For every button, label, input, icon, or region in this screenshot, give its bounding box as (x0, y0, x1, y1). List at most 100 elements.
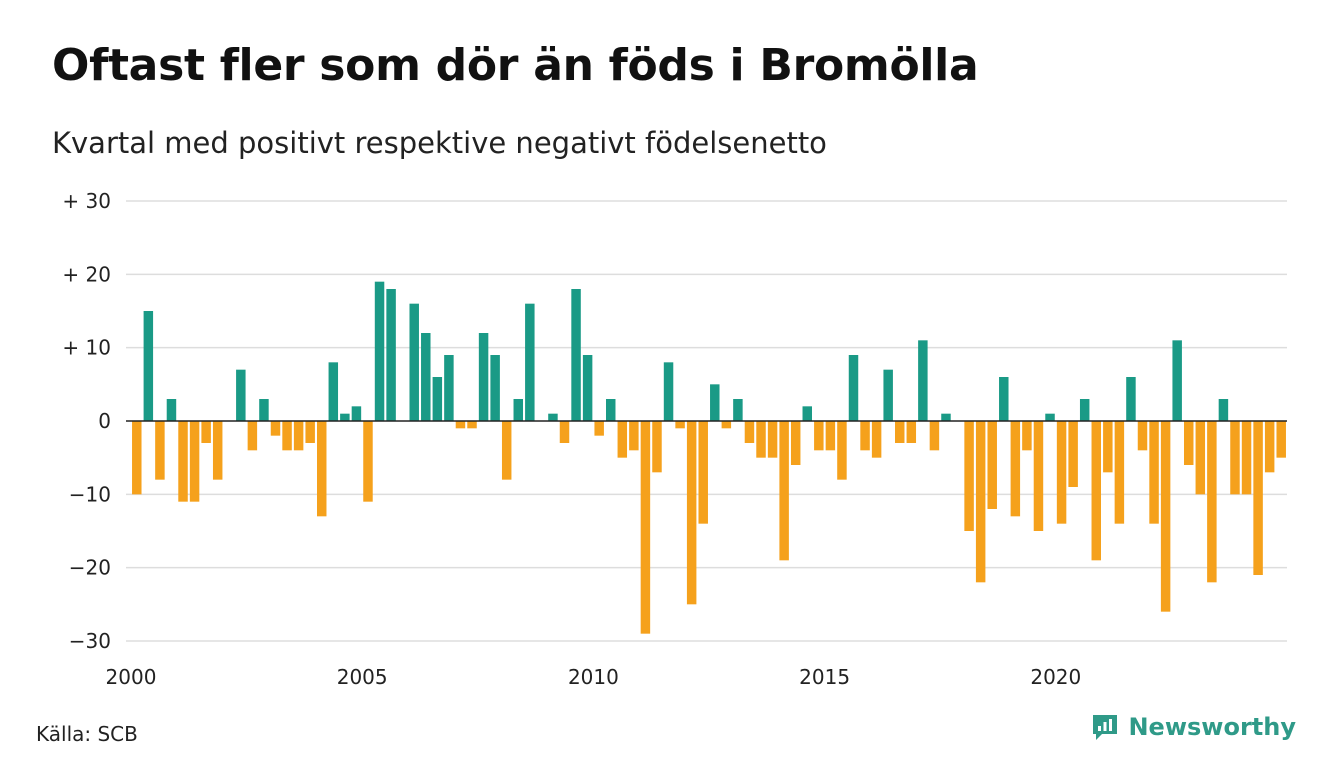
bar-positive (386, 289, 396, 421)
bar-positive (259, 399, 269, 421)
bar-positive (374, 281, 385, 421)
bar-positive (941, 413, 951, 421)
bar-negative (744, 421, 755, 443)
bar-positive (421, 333, 431, 421)
chart-title: Oftast fler som dör än föds i Bromölla (52, 40, 979, 91)
bar-negative (132, 421, 142, 495)
bar-negative (1160, 421, 1171, 612)
bar-positive (143, 311, 154, 421)
bar-positive (999, 377, 1009, 421)
bar-negative (975, 421, 986, 583)
bar-positive (883, 369, 893, 421)
bar-negative (767, 421, 778, 458)
bars (132, 281, 1286, 634)
bar-negative (1068, 421, 1078, 487)
y-axis-tick-labels: + 30 + 20 + 10 0 −10 −20 −30 (62, 189, 111, 653)
bar-negative (363, 421, 373, 502)
x-axis-tick-labels: 2000 2005 2010 2015 2020 (106, 665, 1082, 689)
y-tick-label: + 30 (62, 189, 111, 213)
bar-negative (178, 421, 188, 502)
bar-negative (559, 421, 570, 443)
bar-positive (166, 399, 177, 421)
bar-negative (686, 421, 697, 605)
bar-positive (525, 303, 535, 421)
bar-negative (825, 421, 836, 451)
bar-negative (895, 421, 905, 443)
bar-positive (1045, 413, 1055, 421)
x-tick-label: 2000 (106, 665, 157, 689)
bar-negative (652, 421, 662, 473)
y-tick-label: 0 (98, 409, 111, 433)
bar-negative (871, 421, 882, 458)
x-tick-label: 2015 (799, 665, 850, 689)
bar-positive (513, 399, 523, 421)
bar-negative (675, 421, 685, 429)
bar-negative (1149, 421, 1159, 524)
bar-negative (455, 421, 466, 429)
bar-negative (790, 421, 801, 465)
y-tick-label: −10 (69, 482, 111, 506)
bar-positive (1172, 340, 1182, 421)
bar-negative (1114, 421, 1125, 524)
bar-negative (305, 421, 315, 443)
bar-positive (571, 289, 581, 421)
bar-positive (710, 384, 720, 421)
bar-negative (814, 421, 824, 451)
bar-positive (582, 355, 593, 421)
x-tick-label: 2020 (1030, 665, 1081, 689)
bar-negative (987, 421, 997, 509)
bar-negative (756, 421, 766, 458)
bar-negative (1033, 421, 1044, 531)
bar-positive (236, 369, 246, 421)
bar-positive (1218, 399, 1229, 421)
bar-negative (155, 421, 165, 480)
bar-negative (779, 421, 789, 561)
bar-positive (1079, 399, 1090, 421)
bar-negative (201, 421, 211, 443)
y-tick-label: −30 (69, 629, 111, 653)
y-tick-label: + 10 (62, 336, 111, 360)
bar-negative (1253, 421, 1263, 575)
bar-negative (1241, 421, 1252, 495)
bar-positive (340, 413, 350, 421)
bar-negative (282, 421, 292, 451)
bar-negative (929, 421, 940, 451)
bar-negative (617, 421, 628, 458)
bar-negative (1022, 421, 1032, 451)
bar-negative (293, 421, 304, 451)
bar-negative (1230, 421, 1240, 495)
bar-positive (444, 355, 454, 421)
brand-logo[interactable]: Newsworthy (1090, 712, 1296, 742)
bar-negative (1195, 421, 1206, 495)
bar-negative (1184, 421, 1194, 465)
bar-negative (501, 421, 512, 480)
bar-negative (721, 421, 732, 429)
brand-name: Newsworthy (1128, 713, 1296, 741)
bar-negative (1103, 421, 1113, 473)
bar-negative (247, 421, 258, 451)
bar-positive (802, 406, 812, 421)
bar-negative (1207, 421, 1217, 583)
bar-negative (837, 421, 847, 480)
bar-negative (270, 421, 281, 436)
bar-negative (640, 421, 651, 634)
bar-positive (606, 399, 616, 421)
source-note: Källa: SCB (36, 722, 138, 746)
bar-positive (1126, 377, 1136, 421)
bar-positive (432, 377, 443, 421)
bar-negative (1091, 421, 1101, 561)
y-tick-label: + 20 (62, 262, 111, 286)
x-tick-label: 2010 (568, 665, 619, 689)
bar-positive (918, 340, 928, 421)
bar-negative (1010, 421, 1021, 517)
bar-negative (1276, 421, 1286, 458)
bar-negative (1264, 421, 1275, 473)
bar-positive (409, 303, 419, 421)
bar-negative (906, 421, 917, 443)
chart-subtitle: Kvartal med positivt respektive negativt… (52, 126, 827, 160)
bar-positive (351, 406, 362, 421)
bar-negative (964, 421, 974, 531)
bar-positive (548, 413, 558, 421)
bar-negative (594, 421, 604, 436)
